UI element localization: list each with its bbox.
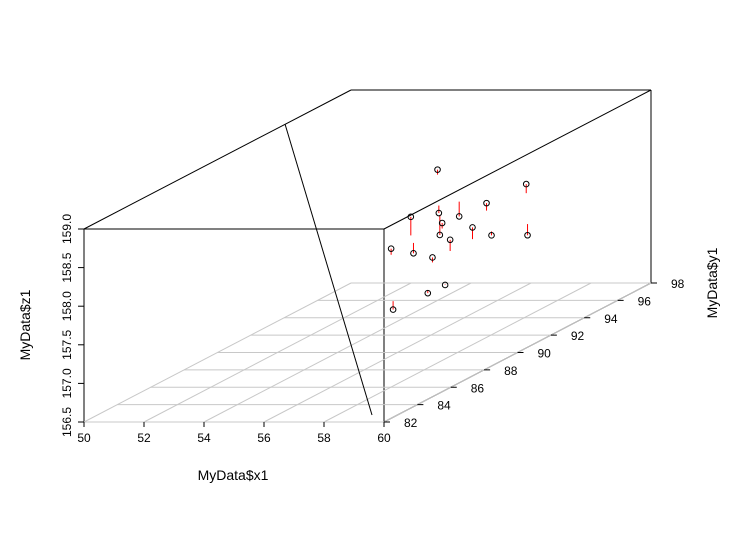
data-point [389, 306, 397, 313]
z-tick-label: 158.0 [60, 291, 74, 321]
z-tick-label: 157.0 [60, 368, 74, 398]
data-points [387, 166, 531, 313]
x-tick-label: 50 [77, 431, 91, 445]
data-point [407, 213, 415, 221]
y-tick-label: 88 [504, 364, 518, 378]
data-point [522, 180, 530, 188]
data-point [435, 209, 443, 217]
data-point [429, 254, 436, 261]
y-tick-label: 82 [404, 416, 418, 430]
x-tick-label: 54 [197, 431, 211, 445]
y-tick-label: 94 [604, 312, 618, 326]
x-axis-title: MyData$x1 [198, 467, 269, 483]
data-point [441, 281, 449, 289]
z-tick-label: 156.5 [60, 407, 74, 437]
x-axis-ticks: 50 52 54 56 58 60 [77, 422, 391, 445]
data-point [446, 236, 454, 244]
x-tick-label: 56 [257, 431, 271, 445]
data-point [424, 289, 432, 297]
regression-line [284, 123, 373, 416]
y-tick-label: 98 [671, 277, 685, 291]
y-tick-label: 90 [538, 347, 552, 361]
data-point [410, 250, 417, 257]
data-point [387, 245, 395, 252]
x-tick-label: 52 [137, 431, 151, 445]
regression-line-segment [284, 123, 373, 416]
box-edge [83, 89, 352, 230]
y-axis-ticks: 82 84 86 88 90 92 94 96 98 [384, 277, 685, 430]
data-point [469, 224, 476, 231]
y-tick-label: 86 [471, 381, 485, 395]
z-tick-label: 159.0 [60, 214, 74, 244]
y-tick-label: 96 [638, 294, 652, 308]
data-point [524, 231, 531, 239]
z-tick-label: 157.5 [60, 329, 74, 359]
data-point [483, 199, 490, 207]
data-point [438, 219, 446, 227]
x-tick-label: 60 [377, 431, 391, 445]
box-edge [383, 89, 652, 230]
data-point [455, 213, 463, 220]
data-point [434, 166, 441, 173]
y-tick-label: 92 [571, 329, 585, 343]
data-point [436, 231, 444, 239]
z-axis-title: MyData$z1 [17, 289, 33, 360]
data-point [488, 232, 495, 239]
x-tick-label: 58 [317, 431, 331, 445]
z-tick-label: 158.5 [60, 252, 74, 282]
y-tick-label: 84 [437, 399, 451, 413]
z-axis-ticks: 156.5 157.0 157.5 158.0 158.5 159.0 [60, 214, 84, 437]
plot-box [83, 89, 652, 423]
y-axis-title: MyData$y1 [704, 247, 720, 318]
